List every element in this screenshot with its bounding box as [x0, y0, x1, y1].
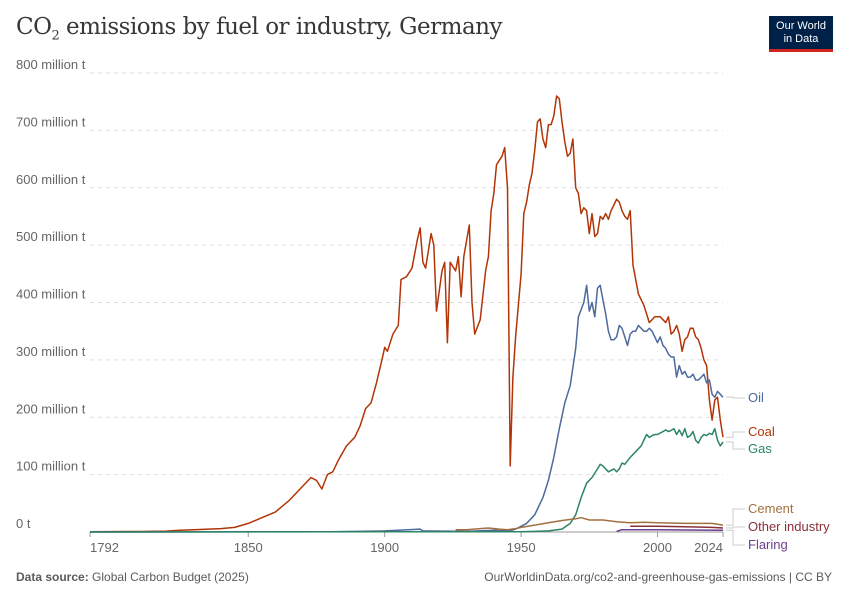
label-connector	[726, 396, 745, 399]
label-connector	[726, 441, 745, 450]
series-line-flaring	[616, 528, 724, 533]
series-label: Cement	[748, 501, 794, 516]
series-label: Other industry	[748, 519, 830, 534]
y-tick-label: 100 million t	[16, 459, 86, 474]
series-label: Coal	[748, 424, 775, 439]
x-tick-label: 1950	[507, 540, 536, 555]
footer-url[interactable]: OurWorldinData.org/co2-and-greenhouse-ga…	[484, 570, 832, 584]
source-link[interactable]: Global Carbon Budget (2025)	[92, 570, 249, 584]
series-line-coal	[89, 95, 724, 533]
label-connector	[726, 431, 745, 438]
y-tick-label: 300 million t	[16, 344, 86, 359]
label-connector	[726, 508, 745, 526]
y-tick-label: 400 million t	[16, 287, 86, 302]
x-tick-label: 2000	[643, 540, 672, 555]
y-tick-label: 0 t	[16, 516, 31, 531]
series-line-gas	[89, 427, 724, 533]
x-tick-label: 2024	[694, 540, 723, 555]
label-connector	[726, 529, 745, 546]
chart-title: CO2 emissions by fuel or industry, Germa…	[16, 14, 502, 44]
x-tick-label: 1900	[370, 540, 399, 555]
y-tick-label: 800 million t	[16, 57, 86, 72]
y-tick-label: 600 million t	[16, 172, 86, 187]
x-tick-label: 1792	[90, 540, 119, 555]
y-tick-label: 700 million t	[16, 114, 86, 129]
series-line-other-industry	[630, 525, 724, 529]
series-label: Oil	[748, 390, 764, 405]
series-line-cement	[455, 516, 724, 531]
y-tick-label: 500 million t	[16, 229, 86, 244]
x-tick-label: 1850	[234, 540, 263, 555]
series-label: Gas	[748, 441, 772, 456]
label-connector	[726, 526, 745, 529]
series-line-oil	[89, 284, 724, 533]
owid-logo[interactable]: Our World in Data	[769, 16, 833, 52]
data-source: Data source: Global Carbon Budget (2025)	[16, 570, 249, 584]
series-label: Flaring	[748, 537, 788, 552]
y-tick-label: 200 million t	[16, 401, 86, 416]
